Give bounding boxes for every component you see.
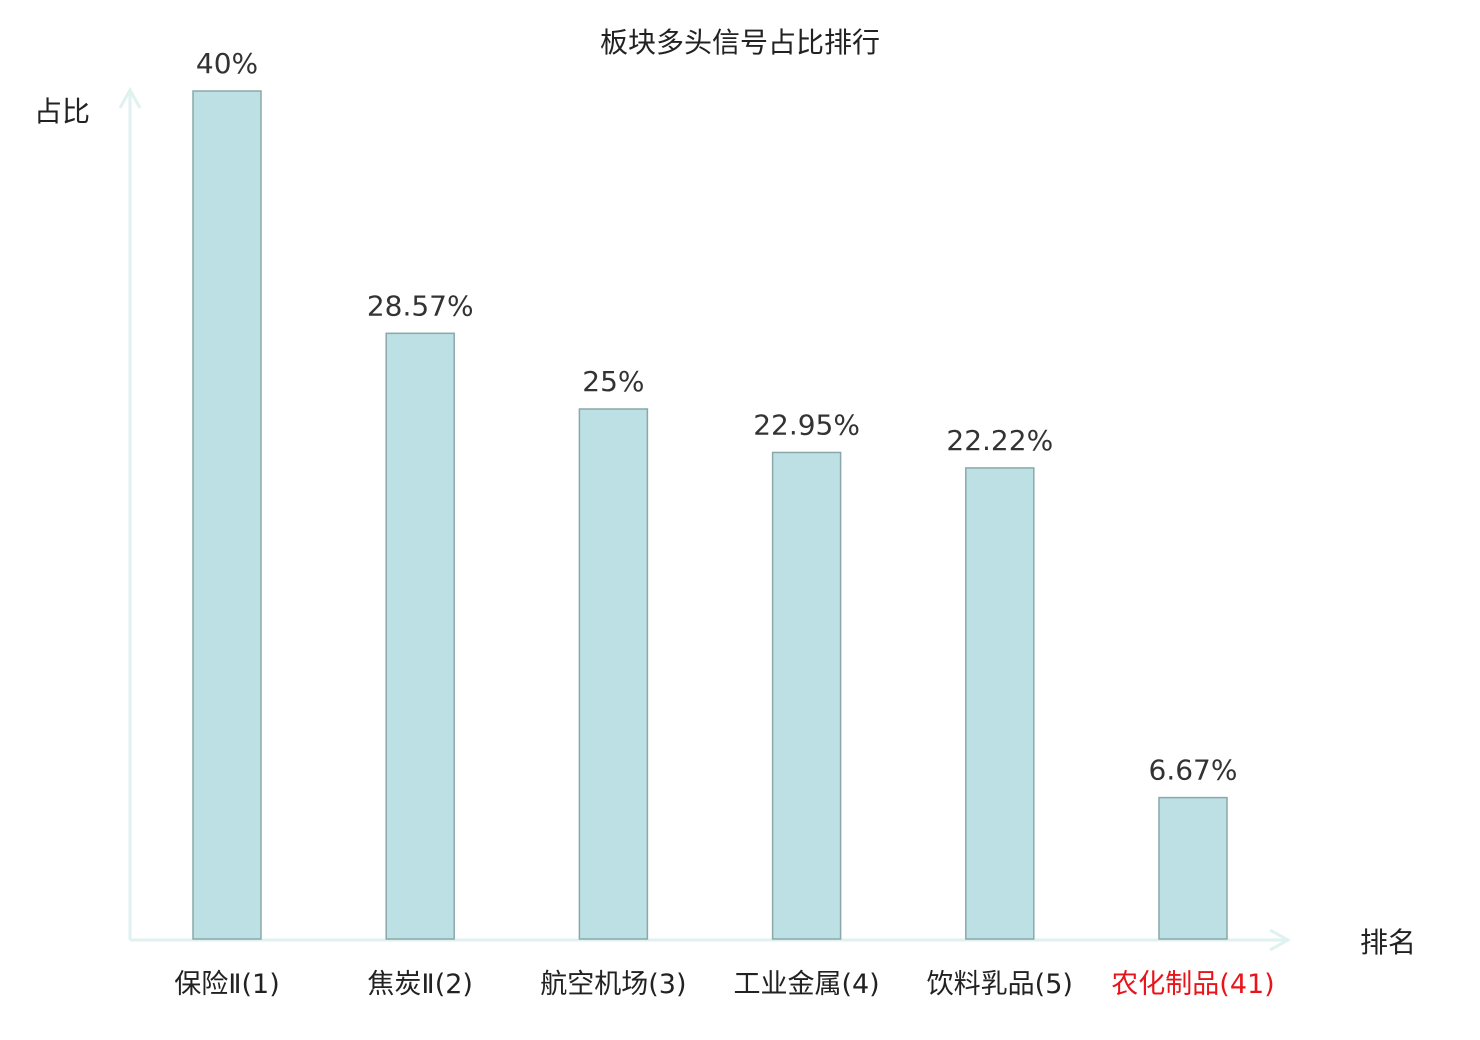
x-axis-label: 排名 — [1360, 926, 1416, 959]
x-tick-label: 保险Ⅱ(1) — [174, 969, 280, 1000]
x-tick-label: 饮料乳品(5) — [927, 969, 1073, 1000]
data-label: 28.57% — [367, 289, 474, 322]
axes — [118, 86, 1292, 952]
data-label: 40% — [196, 47, 258, 80]
x-tick-label: 工业金属(4) — [733, 969, 879, 1000]
bar — [1158, 796, 1228, 940]
y-axis-arrow-icon — [118, 86, 142, 109]
bar — [578, 408, 649, 940]
data-label: 22.22% — [946, 424, 1053, 457]
x-tick-label: 焦炭Ⅱ(2) — [367, 969, 473, 1000]
bar — [385, 332, 455, 940]
y-axis-label: 占比 — [34, 95, 90, 128]
chart-title: 板块多头信号占比排行 — [600, 26, 880, 59]
bar — [192, 90, 262, 940]
x-axis-arrow-icon — [1269, 928, 1292, 952]
x-tick-label: 航空机场(3) — [540, 969, 686, 1000]
bar — [965, 467, 1035, 940]
data-label: 22.95% — [753, 408, 860, 441]
data-label: 25% — [582, 365, 644, 398]
data-label: 6.67% — [1149, 754, 1238, 787]
bar — [771, 451, 842, 940]
x-tick-label: 农化制品(41) — [1111, 969, 1274, 1000]
